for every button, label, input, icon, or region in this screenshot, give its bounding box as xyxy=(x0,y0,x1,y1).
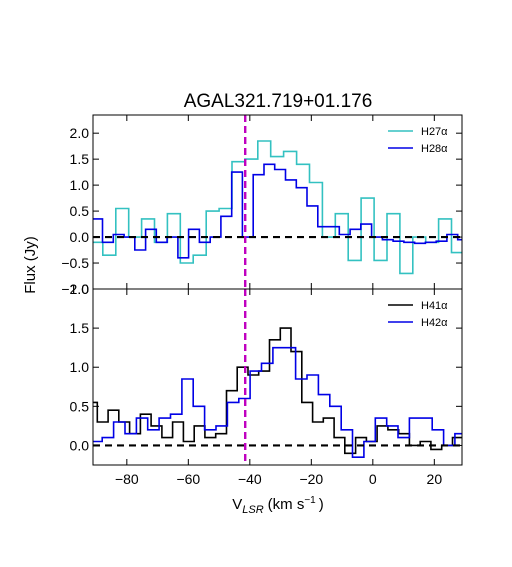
panel-1-series-1-line xyxy=(92,140,462,275)
panel-2-ytick-label: 2.0 xyxy=(70,281,90,297)
panel-2-series-2-line xyxy=(92,346,462,458)
panel-1-ytick-label: 2.0 xyxy=(70,125,90,141)
panel-1-frame xyxy=(92,114,463,290)
panel-1-ytick-label: −1.0 xyxy=(61,281,89,297)
panel-2-ytick-label: 1.5 xyxy=(70,320,90,336)
panel-2-frame xyxy=(92,288,463,466)
panel-1-legend-label: H27α xyxy=(421,126,448,138)
panel-1-legend-label: H28α xyxy=(421,143,448,155)
panel-1-ytick-label: 0.5 xyxy=(70,203,90,219)
xtick-label: 20 xyxy=(427,471,443,487)
plot-area: 2.0 1.5 1.0 0.5 0.0 −0.5 −1.0 H27α H28α 2.0 1.5 1.0… xyxy=(61,114,463,487)
x-axis-label-unit: (km s xyxy=(268,496,305,513)
panel-1-series-2-line xyxy=(92,163,462,259)
panel-2-series-1-line xyxy=(92,327,462,455)
panel-2-legend-label: H42α xyxy=(421,317,448,329)
panel-1-ytick-label: −0.5 xyxy=(61,255,89,271)
chart-title: AGAL321.719+01.176 xyxy=(184,91,373,112)
y-axis-label: Flux (Jy) xyxy=(22,236,39,294)
xtick-label: −20 xyxy=(299,471,323,487)
panel-2-ytick-label: 0.5 xyxy=(70,398,90,414)
x-axis-label-subscript: LSR xyxy=(242,504,263,516)
panel-2-legend-label: H41α xyxy=(421,300,448,312)
x-axis-label-close: ) xyxy=(319,496,324,513)
xtick-label: 0 xyxy=(369,471,377,487)
xtick-label: −40 xyxy=(238,471,262,487)
panel-1-ytick-label: 0.0 xyxy=(70,229,90,245)
panel-1-ytick-label: 1.0 xyxy=(70,177,90,193)
panel-2-ytick-label: 1.0 xyxy=(70,359,90,375)
panel-1-ytick-label: 1.5 xyxy=(70,151,90,167)
x-axis-label-main: V xyxy=(232,496,242,513)
x-axis-label: VLSR (km s−1) xyxy=(232,495,324,516)
xtick-label: −80 xyxy=(115,471,139,487)
xtick-label: −60 xyxy=(176,471,200,487)
panel-2-ytick-label: 0.0 xyxy=(70,437,90,453)
x-axis-label-exponent: −1 xyxy=(304,495,316,506)
